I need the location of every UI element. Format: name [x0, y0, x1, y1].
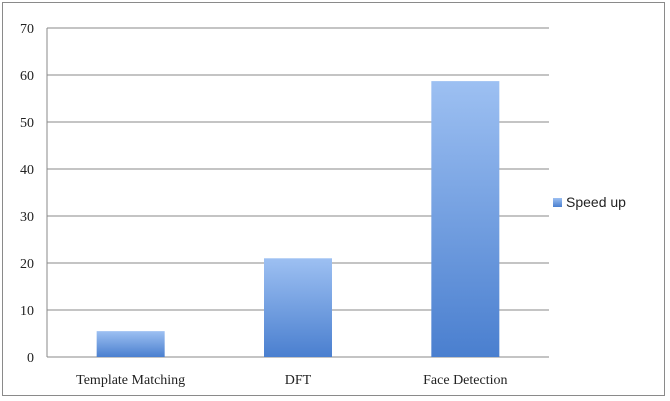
y-tick-label: 60 [20, 69, 34, 84]
bars [96, 81, 500, 358]
x-category-label: Face Detection [423, 373, 507, 388]
bar-face-detection [431, 81, 500, 358]
y-tick-label: 0 [27, 351, 34, 366]
legend: Speed up [553, 194, 626, 210]
legend-label-speed-up: Speed up [566, 194, 626, 210]
y-tick-label: 10 [20, 304, 34, 319]
y-tick-label: 30 [20, 210, 34, 225]
y-tick-label: 70 [20, 22, 34, 37]
bar-dft [264, 258, 332, 357]
y-tick-label: 40 [20, 163, 34, 178]
y-axis-ticks: 0 10 20 30 40 50 60 70 [20, 22, 34, 366]
x-axis-categories: Template Matching DFT Face Detection [76, 373, 507, 388]
y-tick-label: 50 [20, 116, 34, 131]
y-tick-label: 20 [20, 257, 34, 272]
x-category-label: Template Matching [76, 373, 185, 388]
bar-template-matching [96, 331, 165, 357]
legend-swatch [553, 198, 562, 207]
x-category-label: DFT [285, 373, 312, 388]
